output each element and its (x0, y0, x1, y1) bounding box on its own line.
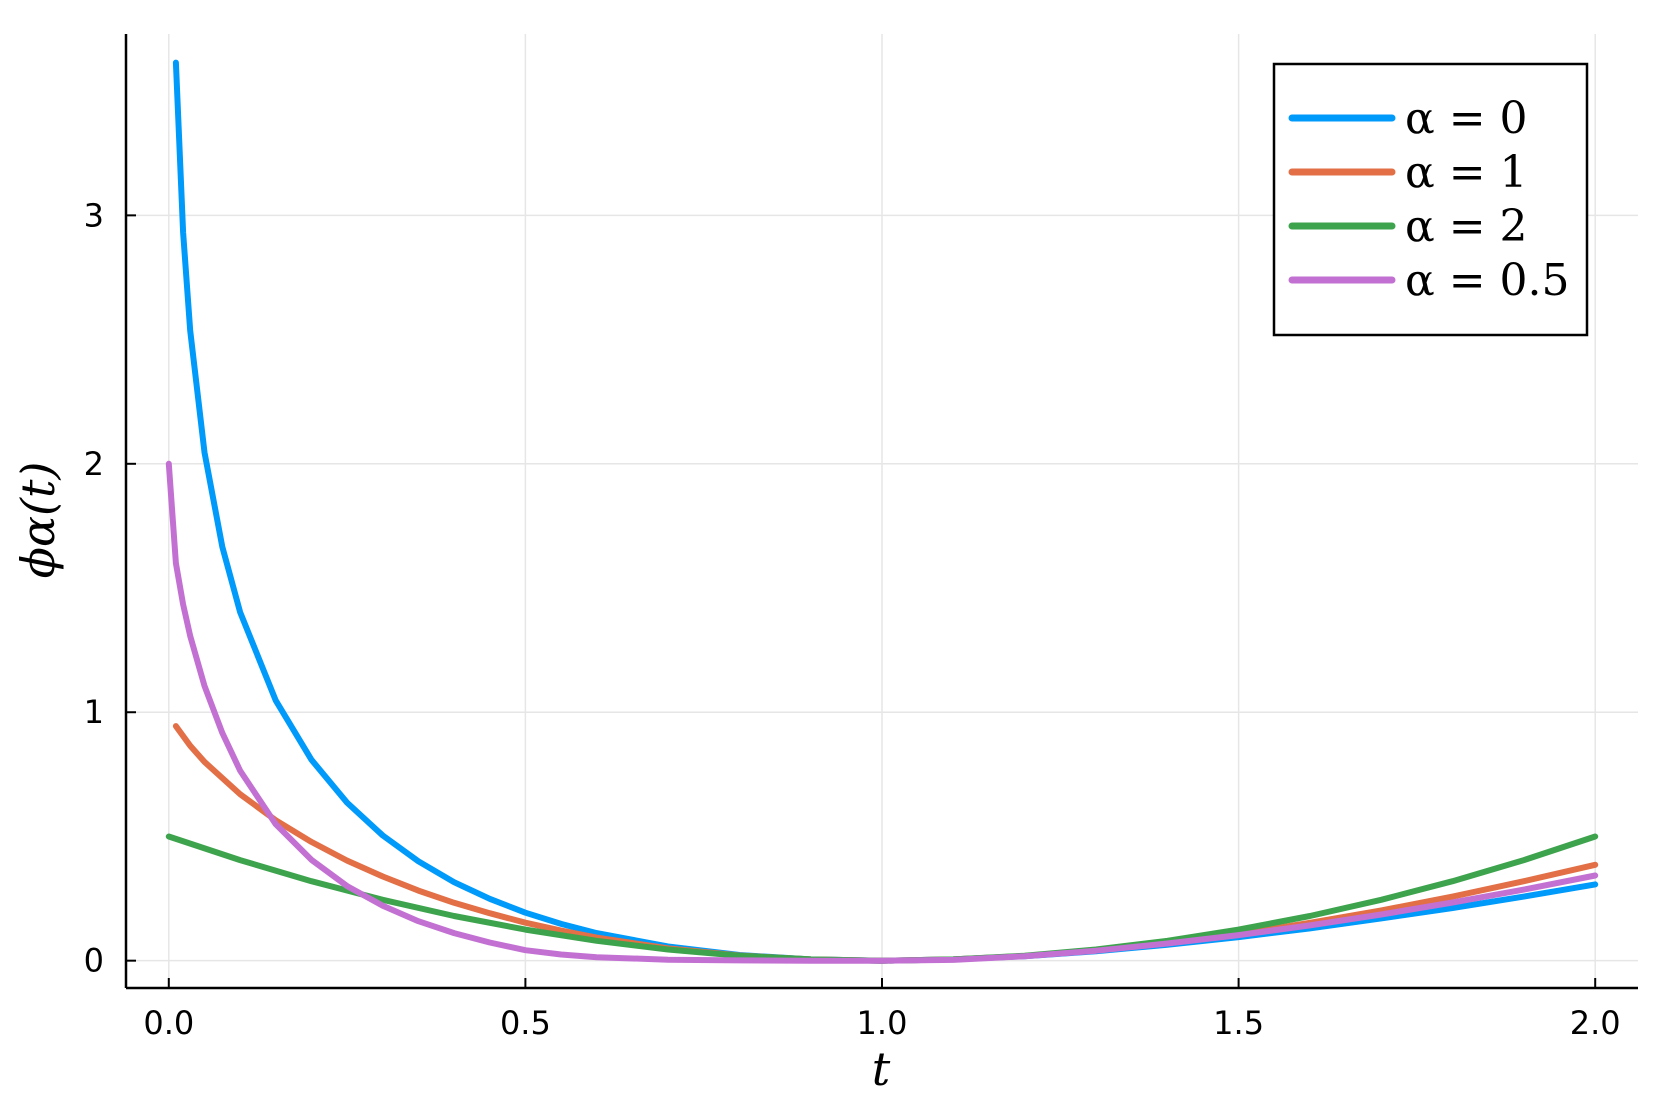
x-axis-title: t (872, 1042, 891, 1096)
x-tick-label: 0.0 (143, 1004, 194, 1042)
y-tick-label: 2 (84, 445, 104, 483)
series-lines (165, 59, 1599, 964)
tick-labels: 0.0 0.5 1.0 1.5 2.0 0 1 2 3 (84, 196, 1621, 1042)
legend: α = 0α = 1α = 2α = 0.5 (1272, 62, 1589, 337)
y-tick-label: 0 (84, 942, 104, 980)
x-tick-label: 2.0 (1570, 1004, 1621, 1042)
y-axis-title: ϕα(t) (11, 462, 65, 579)
legend-label-4: α = 0.5 (1405, 255, 1570, 306)
y-tick-label: 3 (84, 196, 104, 234)
legend-label-3: α = 2 (1405, 201, 1528, 252)
axes (124, 34, 1638, 990)
legend-box (1272, 62, 1589, 337)
legend-label-2: α = 1 (1405, 147, 1528, 198)
y-tick-label: 1 (84, 693, 104, 731)
x-tick-label: 1.0 (857, 1004, 908, 1042)
x-tick-label: 0.5 (500, 1004, 551, 1042)
legend-label-1: α = 0 (1405, 93, 1528, 144)
series-line-4 (165, 460, 1599, 964)
x-tick-label: 1.5 (1213, 1004, 1264, 1042)
legend-items: α = 0α = 1α = 2α = 0.5 (1288, 93, 1570, 306)
